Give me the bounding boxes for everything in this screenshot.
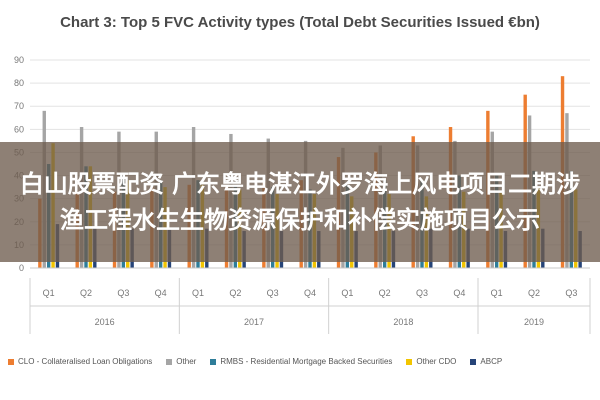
x-tick-label: Q4 [453, 288, 465, 298]
x-tick-label: Q3 [416, 288, 428, 298]
banner-text: 白山股票配资 广东粤电湛江外罗海上风电项目二期涉渔工程水生生物资源保护和补偿实施… [19, 170, 581, 234]
legend-swatch [406, 358, 413, 365]
legend-swatch [8, 358, 14, 365]
chart-legend: CLO - Collateralised Loan Obligations Oth… [8, 357, 598, 366]
legend-item: Other [166, 357, 196, 366]
legend-label: Other [176, 357, 197, 366]
x-tick-label: Q1 [192, 288, 204, 298]
x-tick-label: Q2 [528, 288, 540, 298]
x-tick-label: Q4 [155, 288, 167, 298]
legend-swatch [166, 358, 173, 365]
x-tick-label: Q1 [341, 288, 353, 298]
legend-label: Other CDO [416, 357, 457, 366]
x-tick-label: Q4 [304, 288, 316, 298]
legend-swatch [470, 358, 477, 365]
chart-title: Chart 3: Top 5 FVC Activity types (Total… [60, 14, 540, 31]
legend-item: CLO - Collateralised Loan Obligations [8, 357, 152, 366]
year-label: 2017 [244, 317, 264, 327]
x-tick-label: Q3 [565, 288, 577, 298]
y-tick-label: 90 [14, 55, 24, 65]
y-tick-label: 0 [19, 263, 24, 273]
year-label: 2019 [524, 317, 544, 327]
overlay-banner: 白山股票配资 广东粤电湛江外罗海上风电项目二期涉渔工程水生生物资源保护和补偿实施… [0, 142, 600, 262]
year-label: 2016 [95, 317, 115, 327]
x-tick-label: Q3 [267, 288, 279, 298]
legend-label: ABCP [480, 357, 503, 366]
legend-label: RMBS - Residential Mortgage Backed Secur… [220, 357, 393, 366]
legend-item: RMBS - Residential Mortgage Backed Secur… [210, 357, 392, 366]
y-tick-label: 80 [14, 78, 24, 88]
x-tick-label: Q3 [117, 288, 129, 298]
legend-item: Other CDO [406, 357, 456, 366]
x-tick-label: Q2 [229, 288, 241, 298]
x-tick-label: Q2 [379, 288, 391, 298]
y-tick-label: 60 [14, 124, 24, 134]
x-tick-label: Q2 [80, 288, 92, 298]
y-tick-label: 70 [14, 101, 24, 111]
legend-label: CLO - Collateralised Loan Obligations [18, 357, 153, 366]
x-tick-label: Q1 [43, 288, 55, 298]
year-label: 2018 [393, 317, 413, 327]
x-tick-label: Q1 [491, 288, 503, 298]
legend-swatch [210, 358, 217, 365]
legend-item: ABCP [470, 357, 502, 366]
